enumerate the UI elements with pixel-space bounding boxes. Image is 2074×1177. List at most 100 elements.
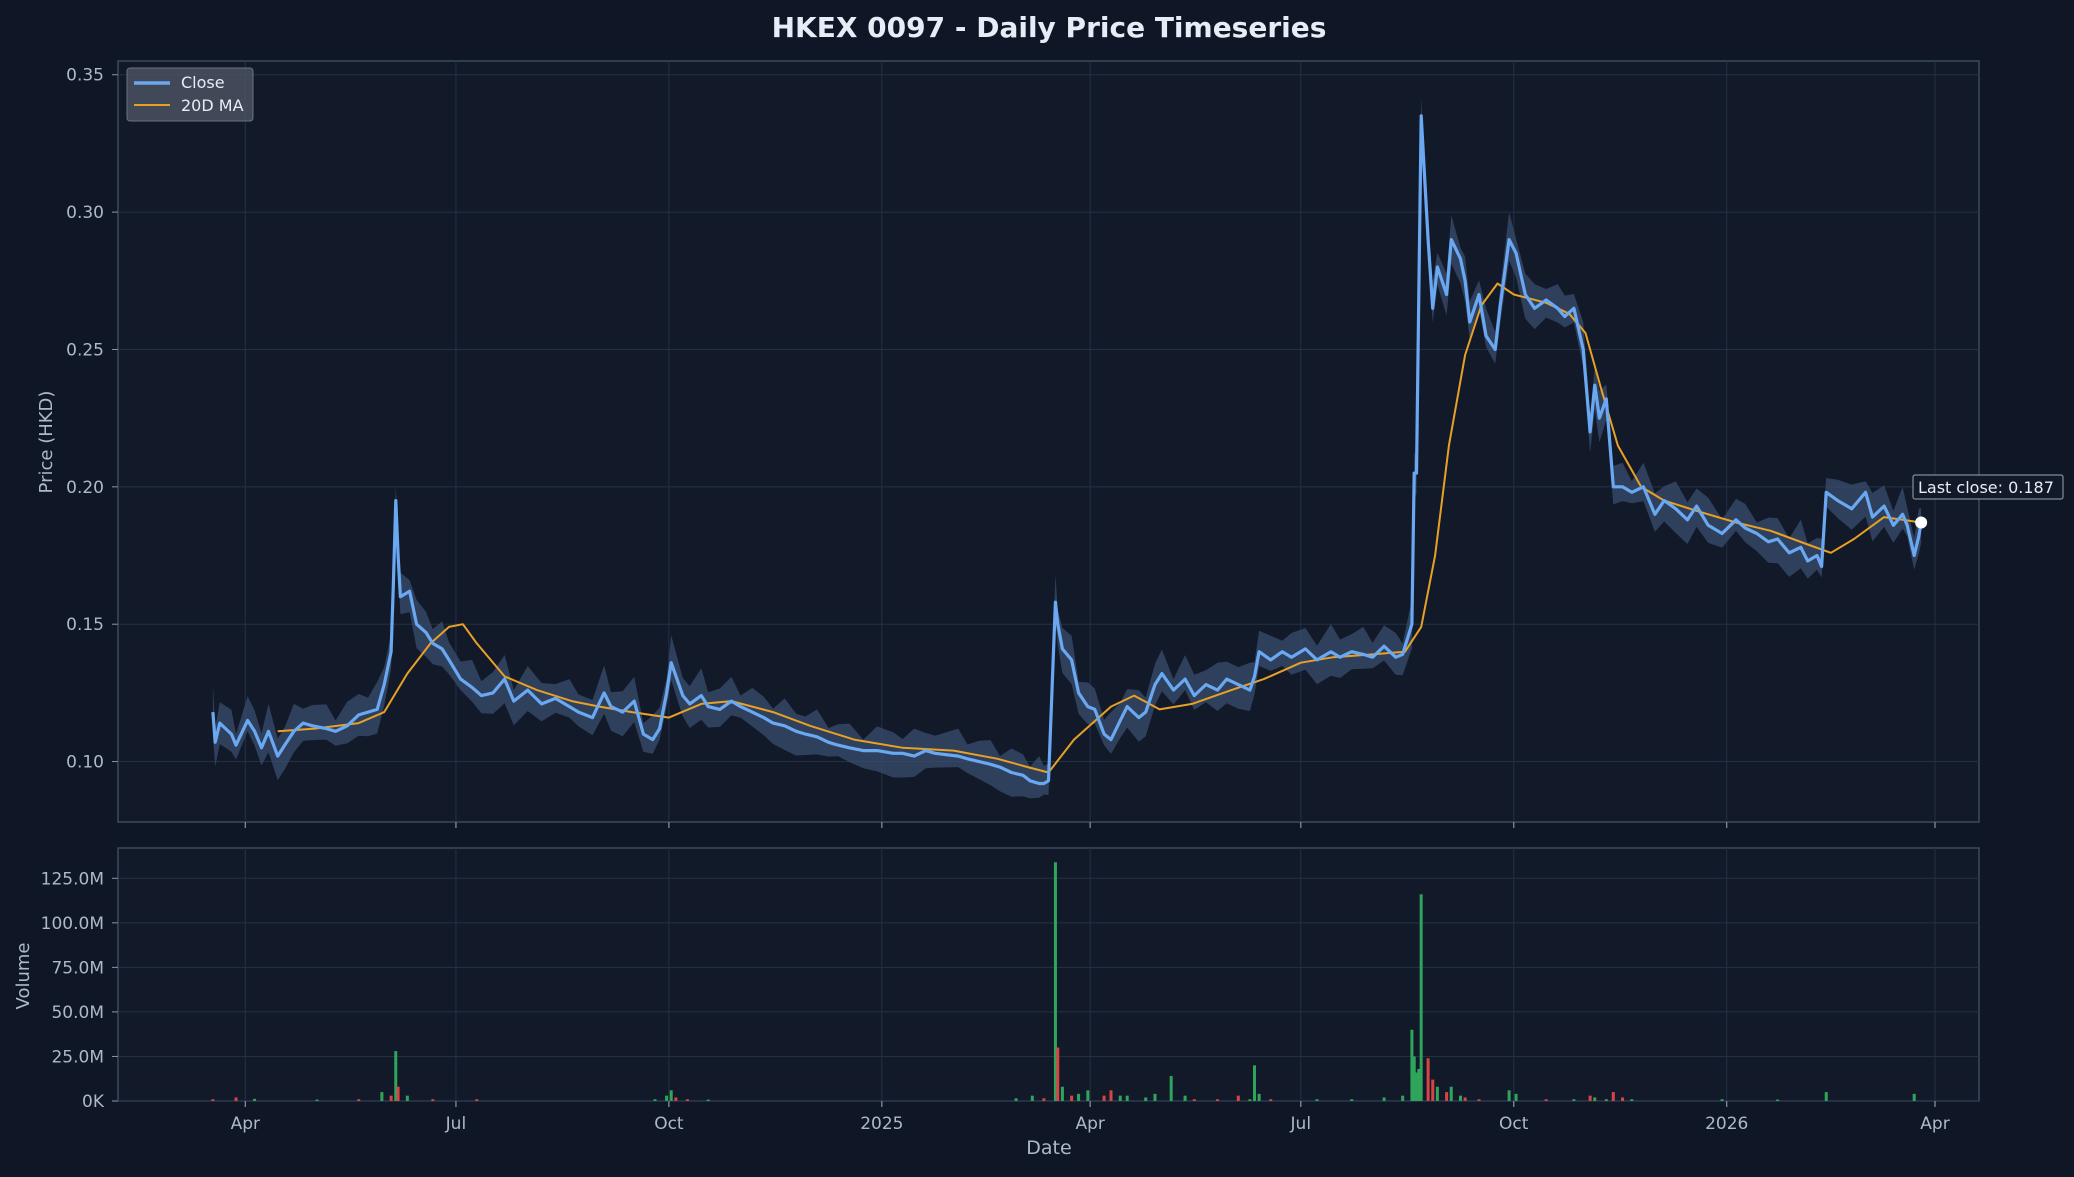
volume-bar (1086, 1090, 1090, 1101)
volume-bar (1720, 1099, 1724, 1101)
volume-bar (1630, 1099, 1634, 1101)
volume-bar (405, 1095, 409, 1101)
volume-bar (1102, 1095, 1106, 1101)
volume-tick-label: 125.0M (41, 869, 104, 889)
volume-bar (706, 1099, 710, 1101)
volume-bar (1118, 1095, 1122, 1101)
volume-tick-label: 0K (82, 1092, 105, 1112)
volume-bar (1593, 1097, 1597, 1101)
volume-bar (1912, 1093, 1916, 1101)
volume-bar (1350, 1099, 1354, 1101)
price-tick-label: 0.10 (66, 753, 104, 773)
volume-bar (431, 1099, 435, 1101)
volume-bar (1401, 1095, 1405, 1101)
volume-bar (1776, 1099, 1780, 1101)
price-tick-label: 0.35 (66, 66, 104, 86)
volume-bar (1109, 1090, 1113, 1101)
volume-tick-label: 100.0M (41, 914, 104, 934)
volume-bar (1514, 1093, 1518, 1101)
volume-bar (1435, 1086, 1439, 1101)
x-tick-label: Jul (445, 1114, 467, 1134)
volume-bar (394, 1051, 398, 1101)
annotation-text: Last close: 0.187 (1918, 478, 2054, 497)
price-y-axis-label: Price (HKD) (36, 391, 57, 494)
volume-bar (1824, 1092, 1828, 1101)
volume-bar (1053, 862, 1057, 1101)
volume-bar (669, 1090, 673, 1101)
volume-bar (211, 1099, 215, 1101)
price-plot-area (117, 60, 1980, 823)
volume-plot-area (117, 847, 1980, 1102)
x-tick-label: Apr (1920, 1114, 1949, 1134)
ma20-series-line (277, 282, 1922, 774)
chart-title: HKEX 0097 - Daily Price Timeseries (772, 11, 1327, 44)
volume-bar (1169, 1076, 1173, 1101)
volume-bar (1253, 1065, 1257, 1101)
volume-tick-label: 25.0M (51, 1047, 104, 1067)
volume-bar (1572, 1099, 1576, 1101)
volume-bar (315, 1099, 319, 1101)
volume-bar (1382, 1097, 1386, 1101)
volume-bar (1269, 1099, 1273, 1101)
volume-bar (1431, 1079, 1435, 1101)
volume-bar (1588, 1095, 1592, 1101)
volume-bar (1621, 1097, 1625, 1101)
volume-bar (1459, 1095, 1463, 1101)
close-series-line (211, 114, 1923, 786)
volume-bar (674, 1097, 678, 1101)
volume-bar (1544, 1099, 1548, 1101)
volume-bar (1604, 1099, 1608, 1101)
volume-bar (1056, 1047, 1060, 1101)
volume-bar (396, 1086, 400, 1101)
volume-y-axis-label: Volume (13, 943, 34, 1010)
legend-label-close: Close (181, 73, 225, 92)
volume-bar (1419, 894, 1423, 1101)
legend-label-ma: 20D MA (181, 96, 244, 115)
volume-bar (1412, 1056, 1416, 1101)
x-tick-label: Jul (1290, 1114, 1312, 1134)
volume-bar (1611, 1092, 1615, 1101)
volume-bar (1257, 1093, 1261, 1101)
volume-bar (1248, 1099, 1252, 1101)
close-range-band (212, 98, 1922, 799)
volume-bar (1030, 1095, 1034, 1101)
volume-tick-label: 75.0M (51, 958, 104, 978)
volume-bar (1125, 1095, 1129, 1101)
price-tick-label: 0.20 (66, 478, 104, 498)
legend: Close 20D MA (126, 67, 254, 122)
volume-bar (357, 1099, 361, 1101)
volume-bar (685, 1099, 689, 1101)
x-tick-label: Oct (654, 1114, 684, 1134)
volume-bar (234, 1097, 238, 1101)
volume-bar (1042, 1098, 1046, 1101)
volume-bar (653, 1099, 657, 1101)
volume-bar (1415, 1072, 1419, 1101)
volume-bar (1014, 1098, 1018, 1101)
x-axis-label: Date (1026, 1137, 1071, 1159)
volume-bar (1060, 1086, 1064, 1101)
volume-bar (1183, 1095, 1187, 1101)
x-tick-label: Oct (1499, 1114, 1529, 1134)
volume-bar (1507, 1090, 1511, 1101)
volume-bar (389, 1095, 393, 1101)
volume-bar (1449, 1086, 1453, 1101)
volume-bar (253, 1098, 257, 1101)
x-tick-label: 2025 (860, 1114, 903, 1134)
volume-tick-label: 50.0M (51, 1003, 104, 1023)
x-tick-label: Apr (231, 1114, 260, 1134)
volume-bar (1417, 1068, 1421, 1101)
volume-bar (1077, 1093, 1081, 1101)
x-tick-label: Apr (1075, 1114, 1104, 1134)
volume-bar (1236, 1095, 1240, 1101)
volume-bar (665, 1095, 669, 1101)
volume-bar (1463, 1097, 1467, 1101)
last-close-marker (1915, 516, 1928, 529)
volume-bar (1215, 1099, 1219, 1101)
volume-bar (1153, 1093, 1157, 1101)
x-tick-label: 2026 (1705, 1114, 1748, 1134)
volume-bar (1144, 1097, 1148, 1101)
volume-bar (1315, 1099, 1319, 1101)
price-tick-label: 0.15 (66, 615, 104, 635)
